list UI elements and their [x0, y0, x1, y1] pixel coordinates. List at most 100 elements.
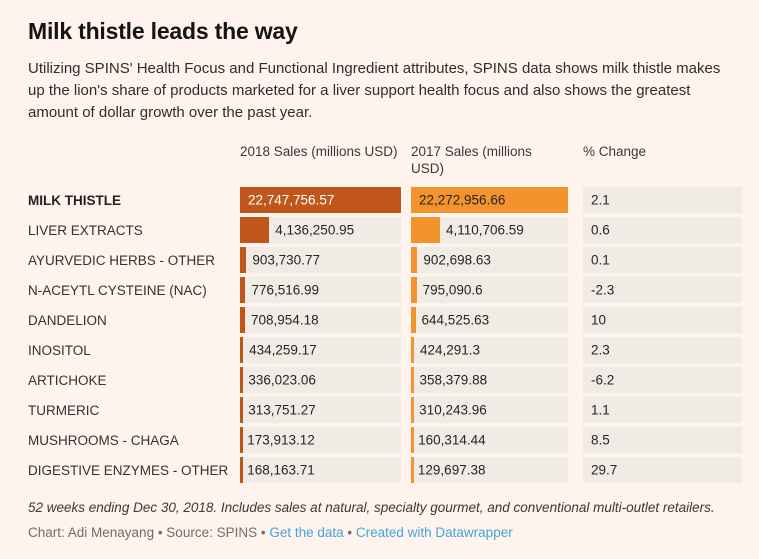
- sales-cell-2017-bar: [411, 277, 417, 303]
- sales-cell-2018-bar: [240, 217, 270, 243]
- sales-cell-2018-bar: [240, 277, 246, 303]
- sales-cell-2017-bar: [411, 457, 414, 483]
- row-label: MILK THISTLE: [28, 192, 121, 208]
- pct-change-cell: 2.1: [583, 187, 742, 213]
- sales-cell-2018-bar: [240, 367, 243, 393]
- sales-cell-2018-value: 173,913.12: [247, 432, 315, 448]
- sales-cell-2017-bar: [411, 367, 414, 393]
- sales-cell-2017: 358,379.88: [411, 367, 568, 393]
- sales-cell-2017-bar: [411, 187, 568, 213]
- chart-credit: Chart: Adi Menayang • Source: SPINS • Ge…: [28, 525, 743, 540]
- pct-change-value: 10: [591, 312, 607, 328]
- sales-cell-2017-bar: [411, 307, 416, 333]
- pct-change-cell: 0.6: [583, 217, 742, 243]
- sales-cell-2017: 310,243.96: [411, 397, 568, 423]
- row-label: MUSHROOMS - CHAGA: [28, 432, 179, 448]
- sales-cell-2018-value: 22,747,756.57: [248, 192, 335, 208]
- sales-cell-2017-value: 644,525.63: [421, 312, 490, 328]
- sales-cell-2018: 173,913.12: [240, 427, 401, 453]
- sales-cell-2018: 776,516.99: [240, 277, 401, 303]
- table-row: LIVER EXTRACTS 4,136,250.95 4,110,706.59 0.…: [28, 217, 743, 243]
- pct-change-value: -6.2: [591, 372, 615, 388]
- pct-change-cell: 10: [583, 307, 742, 333]
- pct-change-cell: 1.1: [583, 397, 742, 423]
- table-row: DIGESTIVE ENZYMES - OTHER 168,163.71 129,6…: [28, 457, 743, 483]
- sales-cell-2017: 22,272,956.66: [411, 187, 568, 213]
- credit-text: Chart: Adi Menayang • Source: SPINS •: [28, 525, 270, 540]
- column-header-pct-change: % Change: [583, 144, 647, 159]
- table-row: TURMERIC 313,751.27 310,243.96 1.1: [28, 397, 743, 423]
- sales-table: 2018 Sales (millions USD) 2017 Sales (mi…: [28, 143, 743, 483]
- sales-cell-2017-value: 424,291.3: [419, 342, 481, 358]
- pct-change-cell: 2.3: [583, 337, 742, 363]
- sales-cell-2018: 708,954.18: [240, 307, 401, 333]
- sales-cell-2017-value: 902,698.63: [423, 252, 491, 268]
- sales-cell-2018-bar: [240, 307, 246, 333]
- table-row: MUSHROOMS - CHAGA 173,913.12 160,314.44 8.5: [28, 427, 743, 453]
- datawrapper-credit-link[interactable]: Created with Datawrapper: [355, 525, 513, 540]
- sales-cell-2018: 903,730.77: [240, 247, 401, 273]
- sales-cell-2017: 902,698.63: [411, 247, 568, 273]
- table-row: INOSITOL 434,259.17 424,291.3 2.3: [28, 337, 743, 363]
- pct-change-value: 0.1: [591, 252, 610, 268]
- sales-cell-2018-value: 168,163.71: [247, 462, 315, 478]
- sales-cell-2017-bar: [411, 217, 440, 243]
- sales-cell-2018: 4,136,250.95: [240, 217, 401, 243]
- pct-change-cell: -2.3: [583, 277, 742, 303]
- sales-cell-2017-value: 310,243.96: [419, 402, 487, 418]
- sales-cell-2018-bar: [240, 187, 401, 213]
- sales-cell-2017: 795,090.6: [411, 277, 568, 303]
- sales-cell-2018: 168,163.71: [240, 457, 401, 483]
- sales-cell-2018: 434,259.17: [240, 337, 401, 363]
- page-title: Milk thistle leads the way: [28, 18, 298, 44]
- sales-cell-2018: 313,751.27: [240, 397, 401, 423]
- sales-cell-2018: 336,023.06: [240, 367, 401, 393]
- row-label: AYURVEDIC HERBS - OTHER: [28, 252, 216, 268]
- sales-cell-2018-bar: [240, 337, 244, 363]
- sales-cell-2017: 424,291.3: [411, 337, 568, 363]
- column-header-2018-sales: 2018 Sales (millions USD): [240, 144, 398, 159]
- sales-cell-2018-bar: [240, 457, 243, 483]
- pct-change-value: 2.1: [591, 192, 610, 208]
- sales-cell-2018-bar: [240, 427, 243, 453]
- sales-cell-2017-value: 795,090.6: [422, 282, 483, 298]
- row-label: DIGESTIVE ENZYMES - OTHER: [28, 462, 229, 478]
- pct-change-value: -2.3: [591, 282, 615, 298]
- sales-cell-2018-value: 313,751.27: [248, 402, 316, 418]
- sales-cell-2018-value: 708,954.18: [251, 312, 319, 328]
- sales-cell-2018-bar: [240, 247, 247, 273]
- row-label: DANDELION: [28, 312, 107, 328]
- sales-cell-2017-bar: [411, 427, 414, 453]
- column-header-2017-sales: 2017 Sales (millions USD): [411, 144, 532, 176]
- table-row: DANDELION 708,954.18 644,525.63 10: [28, 307, 743, 333]
- row-label: TURMERIC: [28, 402, 100, 418]
- chart-subtitle: Utilizing SPINS' Health Focus and Functi…: [28, 60, 721, 121]
- row-label: INOSITOL: [28, 342, 91, 358]
- pct-change-value: 2.3: [591, 342, 610, 358]
- sales-cell-2018-value: 434,259.17: [249, 342, 317, 358]
- pct-change-cell: -6.2: [583, 367, 742, 393]
- pct-change-value: 0.6: [591, 222, 610, 238]
- sales-cell-2017: 644,525.63: [411, 307, 568, 333]
- pct-change-cell: 0.1: [583, 247, 742, 273]
- pct-change-cell: 8.5: [583, 427, 742, 453]
- get-the-data-link[interactable]: Get the data: [269, 525, 344, 540]
- table-header-row: 2018 Sales (millions USD) 2017 Sales (mi…: [28, 143, 743, 177]
- sales-cell-2017: 4,110,706.59: [411, 217, 568, 243]
- table-row: ARTICHOKE 336,023.06 358,379.88 -6.2: [28, 367, 743, 393]
- sales-cell-2018-bar: [240, 397, 243, 423]
- pct-change-cell: 29.7: [583, 457, 742, 483]
- sales-cell-2018-value: 336,023.06: [248, 372, 316, 388]
- row-label: ARTICHOKE: [28, 372, 107, 388]
- table-row: AYURVEDIC HERBS - OTHER 903,730.77 902,698…: [28, 247, 743, 273]
- sales-cell-2018-value: 903,730.77: [252, 252, 320, 268]
- table-row: MILK THISTLE 22,747,756.57 22,272,956.66 2.…: [28, 187, 743, 213]
- sales-cell-2017-bar: [411, 397, 414, 423]
- row-label: N-ACEYTL CYSTEINE (NAC): [28, 282, 207, 298]
- sales-cell-2018: 22,747,756.57: [240, 187, 401, 213]
- sales-cell-2017-value: 358,379.88: [419, 372, 488, 388]
- pct-change-value: 8.5: [591, 432, 610, 448]
- row-label: LIVER EXTRACTS: [28, 222, 143, 238]
- sales-cell-2018-value: 4,136,250.95: [275, 222, 355, 238]
